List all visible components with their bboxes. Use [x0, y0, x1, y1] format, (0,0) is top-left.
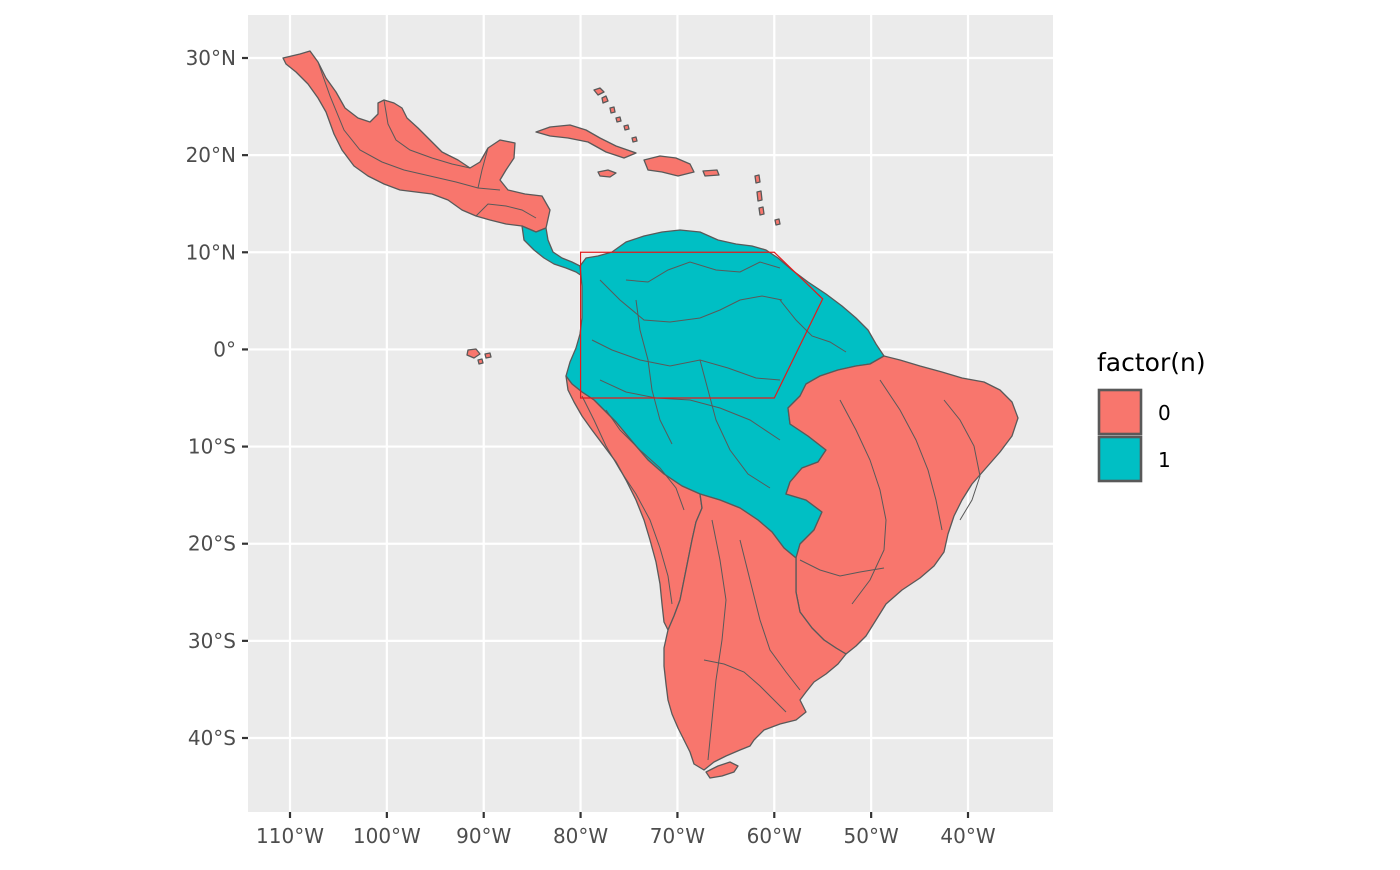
inner-border-amazon-f [699, 359, 771, 489]
y-tick-label-0: 30°N [186, 46, 236, 70]
legend-title: factor(n) [1097, 348, 1206, 377]
legend-label-0: 0 [1158, 401, 1171, 425]
y-tick-label-7: 40°S [188, 726, 236, 750]
region-mexico-central-america-north [282, 50, 551, 233]
region-caribbean-hispaniola [643, 155, 695, 177]
region-caribbean-cuba [535, 124, 637, 159]
inner-border-south-b [739, 539, 801, 691]
x-tick-label-4: 70°W [650, 824, 705, 848]
inner-border-south-c [703, 659, 787, 713]
y-tick-label-3: 0° [213, 337, 236, 361]
inner-border-andes-a [581, 395, 673, 605]
inner-border-amazon-a [599, 279, 783, 323]
inner-border-amazon-d [599, 379, 781, 441]
x-tick-label-0: 110°W [256, 824, 324, 848]
y-tick-label-4: 10°S [188, 435, 236, 459]
region-caribbean-bahamas [593, 87, 638, 143]
y-tick-label-2: 10°N [186, 240, 236, 264]
legend-key-0 [1097, 388, 1143, 436]
region-caribbean-jamaica [597, 169, 617, 178]
land-layer [282, 50, 1019, 779]
inner-border-yucatan [477, 147, 489, 189]
inner-border-mexico-b [383, 99, 471, 169]
inner-border-amazon-b [625, 261, 781, 283]
legend-key-1 [1097, 435, 1143, 483]
bounding-polygon-layer [579, 251, 824, 399]
inner-border-mexico-a [317, 61, 501, 191]
inner-border-south-a [707, 519, 727, 761]
region-caribbean-lesser-antilles [754, 174, 781, 226]
x-tick-label-3: 80°W [553, 824, 608, 848]
inner-border-amazon-g [779, 299, 847, 353]
x-tick-label-6: 50°W [844, 824, 899, 848]
inner-border-brazil-b [839, 399, 887, 605]
inner-border-brazil-c [943, 399, 981, 521]
y-tick-label-5: 20°S [188, 532, 236, 556]
inner-border-amazon-e [635, 299, 673, 445]
x-tick-label-5: 60°W [747, 824, 802, 848]
region-tierra-del-fuego [705, 761, 739, 779]
legend: factor(n) 0 1 [1097, 348, 1206, 483]
inner-border-central-america [475, 203, 537, 219]
legend-label-1: 1 [1158, 448, 1171, 472]
x-tick-label-1: 100°W [353, 824, 421, 848]
y-tick-label-6: 30°S [188, 629, 236, 653]
y-tick-label-1: 20°N [186, 143, 236, 167]
x-tick-label-2: 90°W [456, 824, 511, 848]
region-galapagos [466, 348, 492, 365]
inner-border-brazil-d [799, 559, 885, 577]
region-caribbean-puerto-rico [702, 169, 720, 177]
region-southern-cone [663, 493, 847, 771]
x-axis: 110°W 100°W 90°W 80°W 70°W 60°W 50°W 40°W [256, 812, 996, 848]
y-axis: 30°N 20°N 10°N 0° 10°S 20°S 30°S 40°S [186, 46, 248, 750]
inner-border-andes-b [605, 409, 685, 511]
bounding-polygon [579, 251, 824, 399]
inner-border-amazon-c [591, 339, 781, 381]
inner-border-brazil-a [879, 379, 943, 531]
x-tick-label-7: 40°W [940, 824, 995, 848]
